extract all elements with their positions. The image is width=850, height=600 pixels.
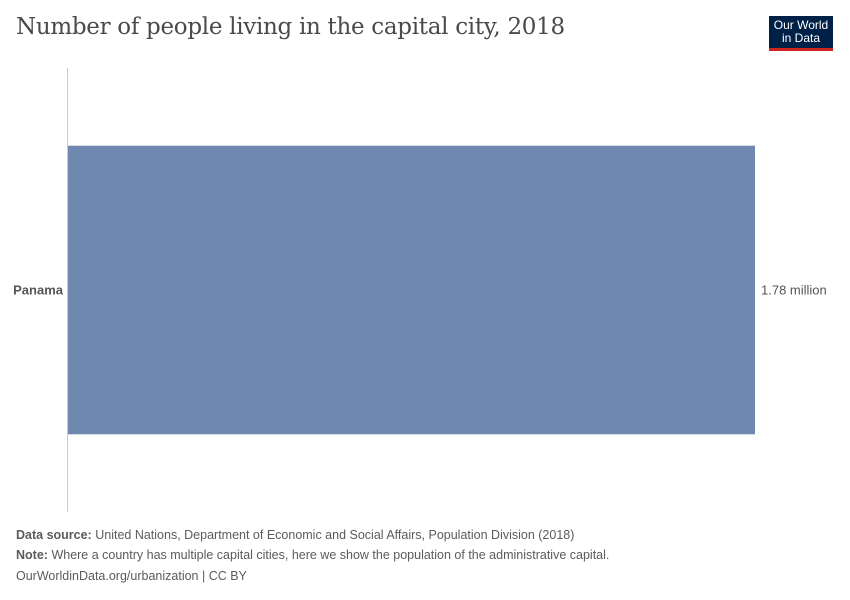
source-url[interactable]: OurWorldinData.org/urbanization | CC BY: [16, 569, 247, 583]
note-text: Where a country has multiple capital cit…: [51, 548, 610, 562]
bar-chart: Panama 1.78 million: [13, 68, 827, 512]
source-label: Data source:: [16, 528, 92, 542]
logo-line2: in Data: [781, 31, 821, 45]
chart-title: Number of people living in the capital c…: [16, 14, 565, 40]
bar-panama: [68, 145, 755, 435]
data-source: Data source: United Nations, Department …: [16, 528, 574, 542]
value-label: 1.78 million: [761, 283, 827, 298]
category-label: Panama: [13, 283, 64, 298]
note-label: Note:: [16, 548, 48, 562]
note: Note: Where a country has multiple capit…: [16, 548, 609, 562]
owid-logo[interactable]: Our World in Data: [769, 16, 833, 51]
source-text: United Nations, Department of Economic a…: [95, 528, 575, 542]
logo-line1: Our World: [773, 18, 829, 32]
